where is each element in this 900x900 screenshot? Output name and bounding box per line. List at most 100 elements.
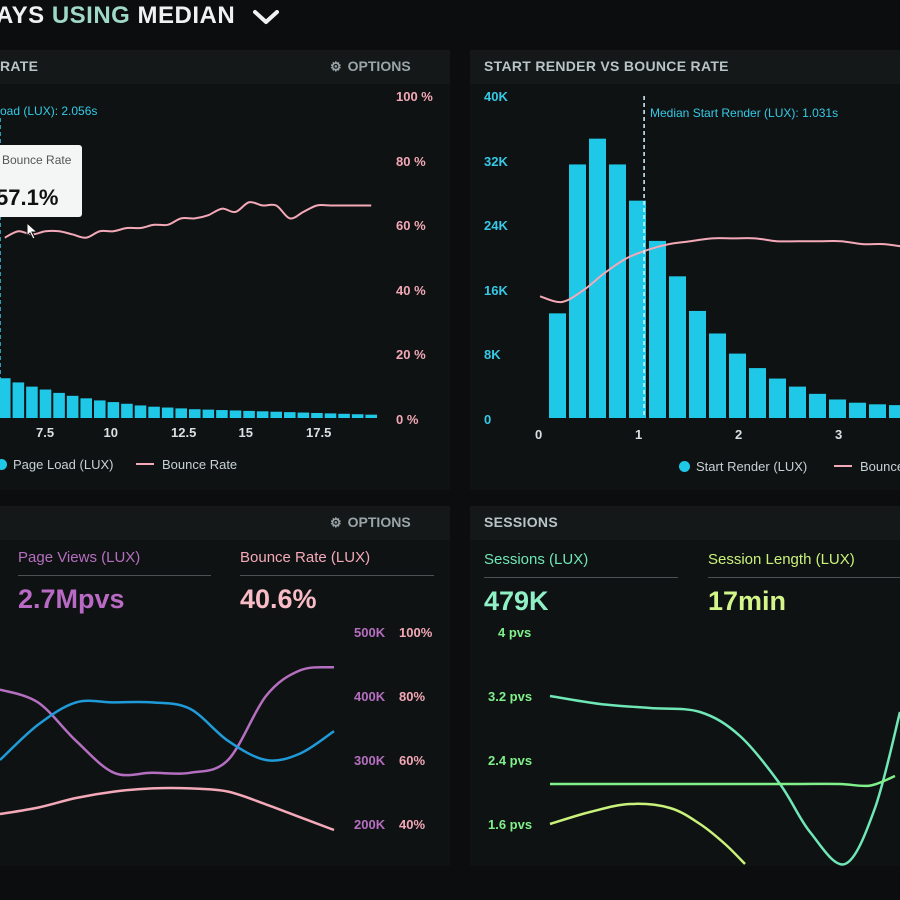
panel-title: SESSIONS xyxy=(484,514,558,530)
panel-title: START RENDER VS BOUNCE RATE xyxy=(484,58,729,74)
divider xyxy=(240,575,434,576)
start-render-bar xyxy=(729,353,746,418)
legend-page-load-label: Page Load (LUX) xyxy=(13,457,114,472)
bounce-rate-line xyxy=(4,201,372,239)
y-tick-left: 300K xyxy=(354,753,386,768)
legend-bounce-rate[interactable]: Bounce Rate xyxy=(136,457,237,472)
y-tick-right: 40 % xyxy=(396,282,426,298)
page-load-bar xyxy=(107,402,120,418)
page-load-bar xyxy=(324,413,337,418)
x-tick: 15 xyxy=(238,425,253,440)
panel-header xyxy=(470,506,900,540)
start-render-bar xyxy=(809,393,826,418)
page-load-bar xyxy=(94,400,106,418)
panel-page-views: ⚙ OPTIONS xyxy=(0,506,450,866)
median-page-load-label: oad (LUX): 2.056s xyxy=(0,104,98,118)
x-tick: 3 xyxy=(835,427,843,442)
page-load-bar xyxy=(284,412,296,418)
legend-bounce-label: Bounce xyxy=(860,459,900,474)
y-tick-left: 32K xyxy=(484,153,508,169)
y-tick-left: 40K xyxy=(484,89,508,104)
bounce-line xyxy=(539,237,900,304)
legend-dot-icon xyxy=(679,461,690,472)
page-load-bar xyxy=(216,410,228,418)
y-tick-right: 80 % xyxy=(396,153,426,169)
divider xyxy=(708,577,900,578)
legend-bounce-label: Bounce Rate xyxy=(162,457,238,472)
start-render-bar xyxy=(849,402,866,418)
legend-line-icon xyxy=(136,463,154,465)
page-load-bar xyxy=(175,408,187,418)
x-tick: 12.5 xyxy=(171,425,197,440)
y-tick-left: 1.6 pvs xyxy=(488,817,533,832)
page-load-bar xyxy=(39,389,52,418)
y-tick-left: 4 pvs xyxy=(498,625,532,640)
title-accent: USING xyxy=(51,2,131,29)
y-tick-left: 16K xyxy=(484,282,508,298)
page-load-bar xyxy=(148,406,160,418)
legend-start-render[interactable]: Start Render (LUX) xyxy=(679,459,807,474)
options-button[interactable]: ⚙ OPTIONS xyxy=(330,58,411,75)
x-tick: 0 xyxy=(535,427,543,442)
page-load-bar xyxy=(121,403,133,418)
bounce-rate-value: 40.6% xyxy=(240,584,317,614)
start-render-bar xyxy=(709,333,726,418)
title-suffix: MEDIAN xyxy=(137,2,236,29)
lime-series-line xyxy=(549,802,746,865)
page-load-bar xyxy=(311,412,323,418)
options-button[interactable]: ⚙ OPTIONS xyxy=(330,514,411,531)
start-render-bar xyxy=(789,386,806,418)
sessions-label: Sessions (LUX) xyxy=(484,551,589,568)
y-tick-left: 500K xyxy=(354,625,386,640)
pink-series-line xyxy=(0,786,335,832)
green-series-line xyxy=(550,774,896,788)
bounce-tooltip: Bounce Rate 57.1% xyxy=(0,145,82,217)
page-load-bar xyxy=(80,398,92,418)
page-load-bar xyxy=(12,382,25,418)
dashboard-title[interactable]: AYS USING MEDIAN xyxy=(0,2,280,30)
start-render-bar xyxy=(549,313,566,418)
page-load-bar xyxy=(256,411,269,418)
y-tick-left: 8K xyxy=(484,347,501,362)
start-render-bar xyxy=(649,240,666,418)
legend-start-render-label: Start Render (LUX) xyxy=(696,459,808,474)
options-label: OPTIONS xyxy=(347,58,411,74)
x-tick: 10 xyxy=(103,425,118,440)
page-load-bar xyxy=(229,410,242,418)
y-tick-left: 24K xyxy=(484,218,508,233)
y-tick-right: 60 % xyxy=(396,218,426,233)
y-tick-right: 100% xyxy=(399,625,433,640)
blue-series-line xyxy=(0,699,335,762)
y-tick-right: 0 % xyxy=(396,411,419,427)
divider xyxy=(18,575,211,576)
bounce-rate-label: Bounce Rate (LUX) xyxy=(240,549,371,566)
page-load-bar xyxy=(134,405,147,418)
session-length-label: Session Length (LUX) xyxy=(708,551,855,568)
start-render-bar xyxy=(889,405,900,418)
start-render-bar xyxy=(689,310,706,418)
page-load-bar xyxy=(297,412,310,418)
legend-page-load[interactable]: Page Load (LUX) xyxy=(0,457,113,472)
start-render-bar xyxy=(609,164,626,418)
y-tick-right: 80% xyxy=(399,689,426,704)
median-start-render-label: Median Start Render (LUX): 1.031s xyxy=(650,106,839,120)
page-load-bar xyxy=(365,414,377,418)
legend-bounce[interactable]: Bounce xyxy=(834,459,900,474)
x-tick: 1 xyxy=(635,427,643,442)
y-tick-left: 2.4 pvs xyxy=(488,753,533,768)
page-load-bar xyxy=(53,392,65,418)
page-views-value: 2.7Mpvs xyxy=(18,584,125,614)
page-load-bar xyxy=(202,409,215,418)
start-render-bar xyxy=(769,378,786,418)
title-prefix: AYS xyxy=(0,2,45,29)
start-render-bar xyxy=(869,404,886,418)
sessions-value: 479K xyxy=(484,586,549,616)
page-load-bar xyxy=(161,407,174,418)
chevron-down-icon[interactable] xyxy=(252,8,280,26)
start-render-bar xyxy=(669,276,686,418)
y-tick-right: 60% xyxy=(399,753,426,768)
